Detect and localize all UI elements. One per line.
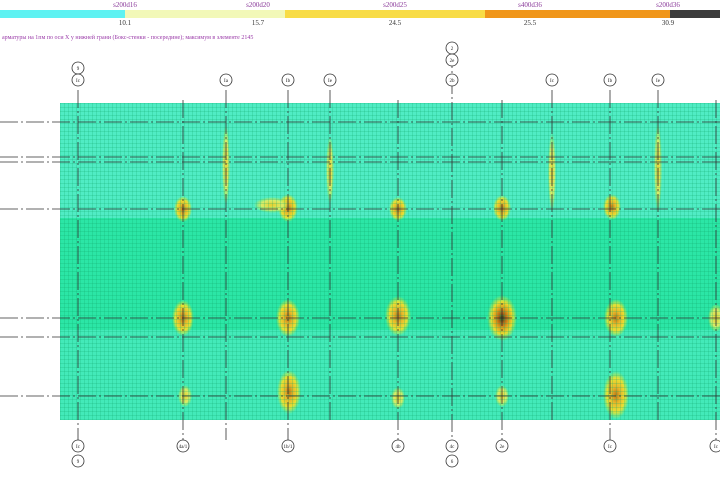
axis-label: Ie <box>328 79 333 84</box>
axis-label: 9 <box>77 460 80 465</box>
axis-label: Ib <box>608 79 613 84</box>
axis-label: Ic <box>608 445 613 450</box>
axis-label: 2 <box>451 47 454 52</box>
legend-swatch <box>285 10 485 18</box>
legend-value-label: 15.7 <box>251 19 265 27</box>
legend-swatch <box>485 10 670 18</box>
axis-label: 1b/1 <box>284 445 293 450</box>
legend-value-label: 25.5 <box>523 19 537 27</box>
bottom-axis-markers <box>71 439 720 468</box>
axis-label: Ie <box>656 79 661 84</box>
legend-rebar-label: s200d25 <box>383 1 407 9</box>
axis-label: Ic <box>76 445 81 450</box>
axis-label: 4a/1 <box>179 445 188 450</box>
axis-label: 4b <box>396 445 402 450</box>
legend-rebar-label: s200d20 <box>246 1 270 9</box>
plot-caption: арматуры на 1пм по оси X у нижней грани … <box>2 35 254 41</box>
legend-value-label: 30.9 <box>661 19 675 27</box>
legend-swatch <box>0 10 125 18</box>
legend-rebar-label: s200d16 <box>113 1 137 9</box>
axis-label: 2e <box>500 445 506 450</box>
bottom-axis-labels: Ic 4a/1 1b/1 4b 4c 2e Ic Ic 9 6 <box>76 445 719 465</box>
axis-label: Ia <box>224 79 229 84</box>
axis-label: 4c <box>450 445 456 450</box>
legend-value-label: 10.1 <box>118 19 132 27</box>
axis-label: Ib <box>286 79 291 84</box>
axis-label: 2e <box>450 59 456 64</box>
axis-label: 6 <box>451 460 454 465</box>
axis-label: 2b <box>450 79 456 84</box>
axis-label: Ic <box>550 79 555 84</box>
top-axis-labels: 9 2 Ic Ia Ib Ie 2e 2b Ic Ib Ie <box>76 47 661 84</box>
legend-swatch <box>125 10 285 18</box>
legend-value-label: 24.5 <box>388 19 402 27</box>
fe-mesh <box>60 103 720 420</box>
legend-rebar-label: s200d36 <box>656 1 680 9</box>
structural-grid-lines <box>0 50 720 450</box>
top-axis-markers <box>71 41 665 87</box>
axis-label: Ic <box>76 79 81 84</box>
axis-label: 9 <box>77 67 80 72</box>
contour-legend: s200d16 s200d20 s200d25 s400d36 s200d36 … <box>0 0 720 32</box>
legend-swatch <box>670 10 720 18</box>
axis-label: Ic <box>714 445 719 450</box>
legend-rebar-label: s400d36 <box>518 1 542 9</box>
